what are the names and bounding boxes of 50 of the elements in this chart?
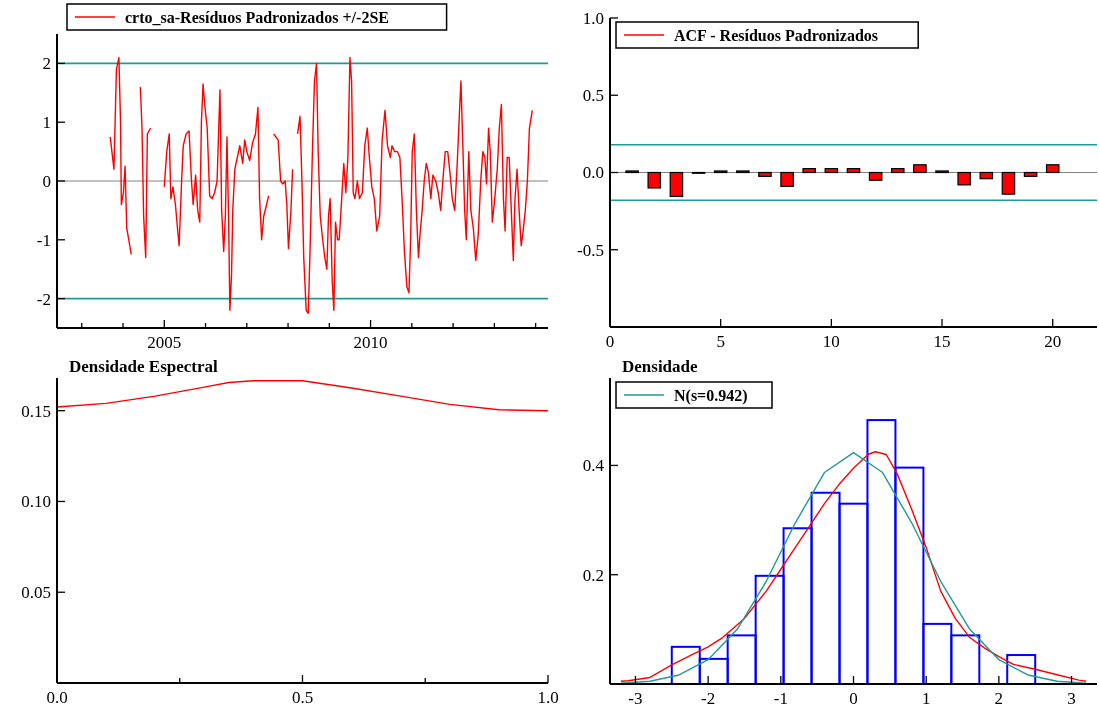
bar — [758, 171, 772, 177]
y-tick-label: 2 — [42, 54, 51, 74]
legend-label: N(s=0.942) — [674, 386, 748, 405]
bar — [890, 168, 905, 174]
bar — [1045, 164, 1060, 174]
x-tick-label: -2 — [701, 689, 716, 708]
bar — [913, 164, 927, 174]
x-tick-label: 10 — [822, 332, 840, 351]
legend-label: ACF - Resíduos Padronizados — [674, 26, 879, 44]
y-tick-label: -1 — [36, 230, 51, 250]
x-tick-label: 5 — [716, 332, 725, 351]
y-tick-label: 0 — [42, 171, 51, 191]
x-tick-label: 1 — [921, 689, 931, 708]
y-tick-label: 0.10 — [21, 492, 51, 512]
bar — [780, 171, 794, 188]
y-tick-label: 1 — [42, 113, 51, 133]
bar — [647, 171, 662, 189]
chart-title: Densidade — [622, 357, 699, 376]
y-tick-label: 0.4 — [582, 456, 605, 476]
bar — [979, 171, 994, 180]
bar — [846, 168, 861, 174]
x-tick-label: -1 — [773, 689, 788, 708]
y-tick-label: 0.0 — [582, 163, 604, 183]
x-tick-label: 1.0 — [537, 688, 559, 707]
y-tick-label: -0.5 — [577, 240, 604, 260]
x-tick-label: 20 — [1044, 332, 1062, 351]
legend-label: crto_sa-Resíduos Padronizados +/-2SE — [125, 8, 389, 26]
bar — [802, 168, 817, 174]
bar — [1023, 171, 1038, 177]
bar — [868, 171, 883, 181]
x-tick-label: -3 — [628, 689, 643, 708]
x-tick-label: 0.5 — [291, 688, 314, 707]
y-tick-label: 0.05 — [21, 583, 51, 603]
y-tick-label: 1.0 — [582, 8, 604, 28]
y-tick-label: 0.2 — [582, 565, 604, 585]
x-tick-label: 0 — [849, 689, 858, 708]
line-series — [56, 380, 549, 412]
x-tick-label: 15 — [933, 332, 951, 351]
bar — [1001, 171, 1016, 195]
y-tick-label: 0.15 — [21, 401, 51, 421]
y-tick-label: -2 — [36, 289, 51, 309]
x-tick-label: 2005 — [147, 333, 182, 352]
x-tick-label: 3 — [1067, 689, 1076, 708]
y-tick-label: 0.5 — [582, 86, 604, 106]
x-tick-label: 2 — [994, 689, 1004, 708]
x-tick-label: 2010 — [353, 333, 388, 352]
chart-title: Densidade Espectral — [69, 357, 219, 376]
bar — [824, 168, 839, 174]
bar — [669, 171, 684, 198]
bar — [957, 171, 971, 186]
